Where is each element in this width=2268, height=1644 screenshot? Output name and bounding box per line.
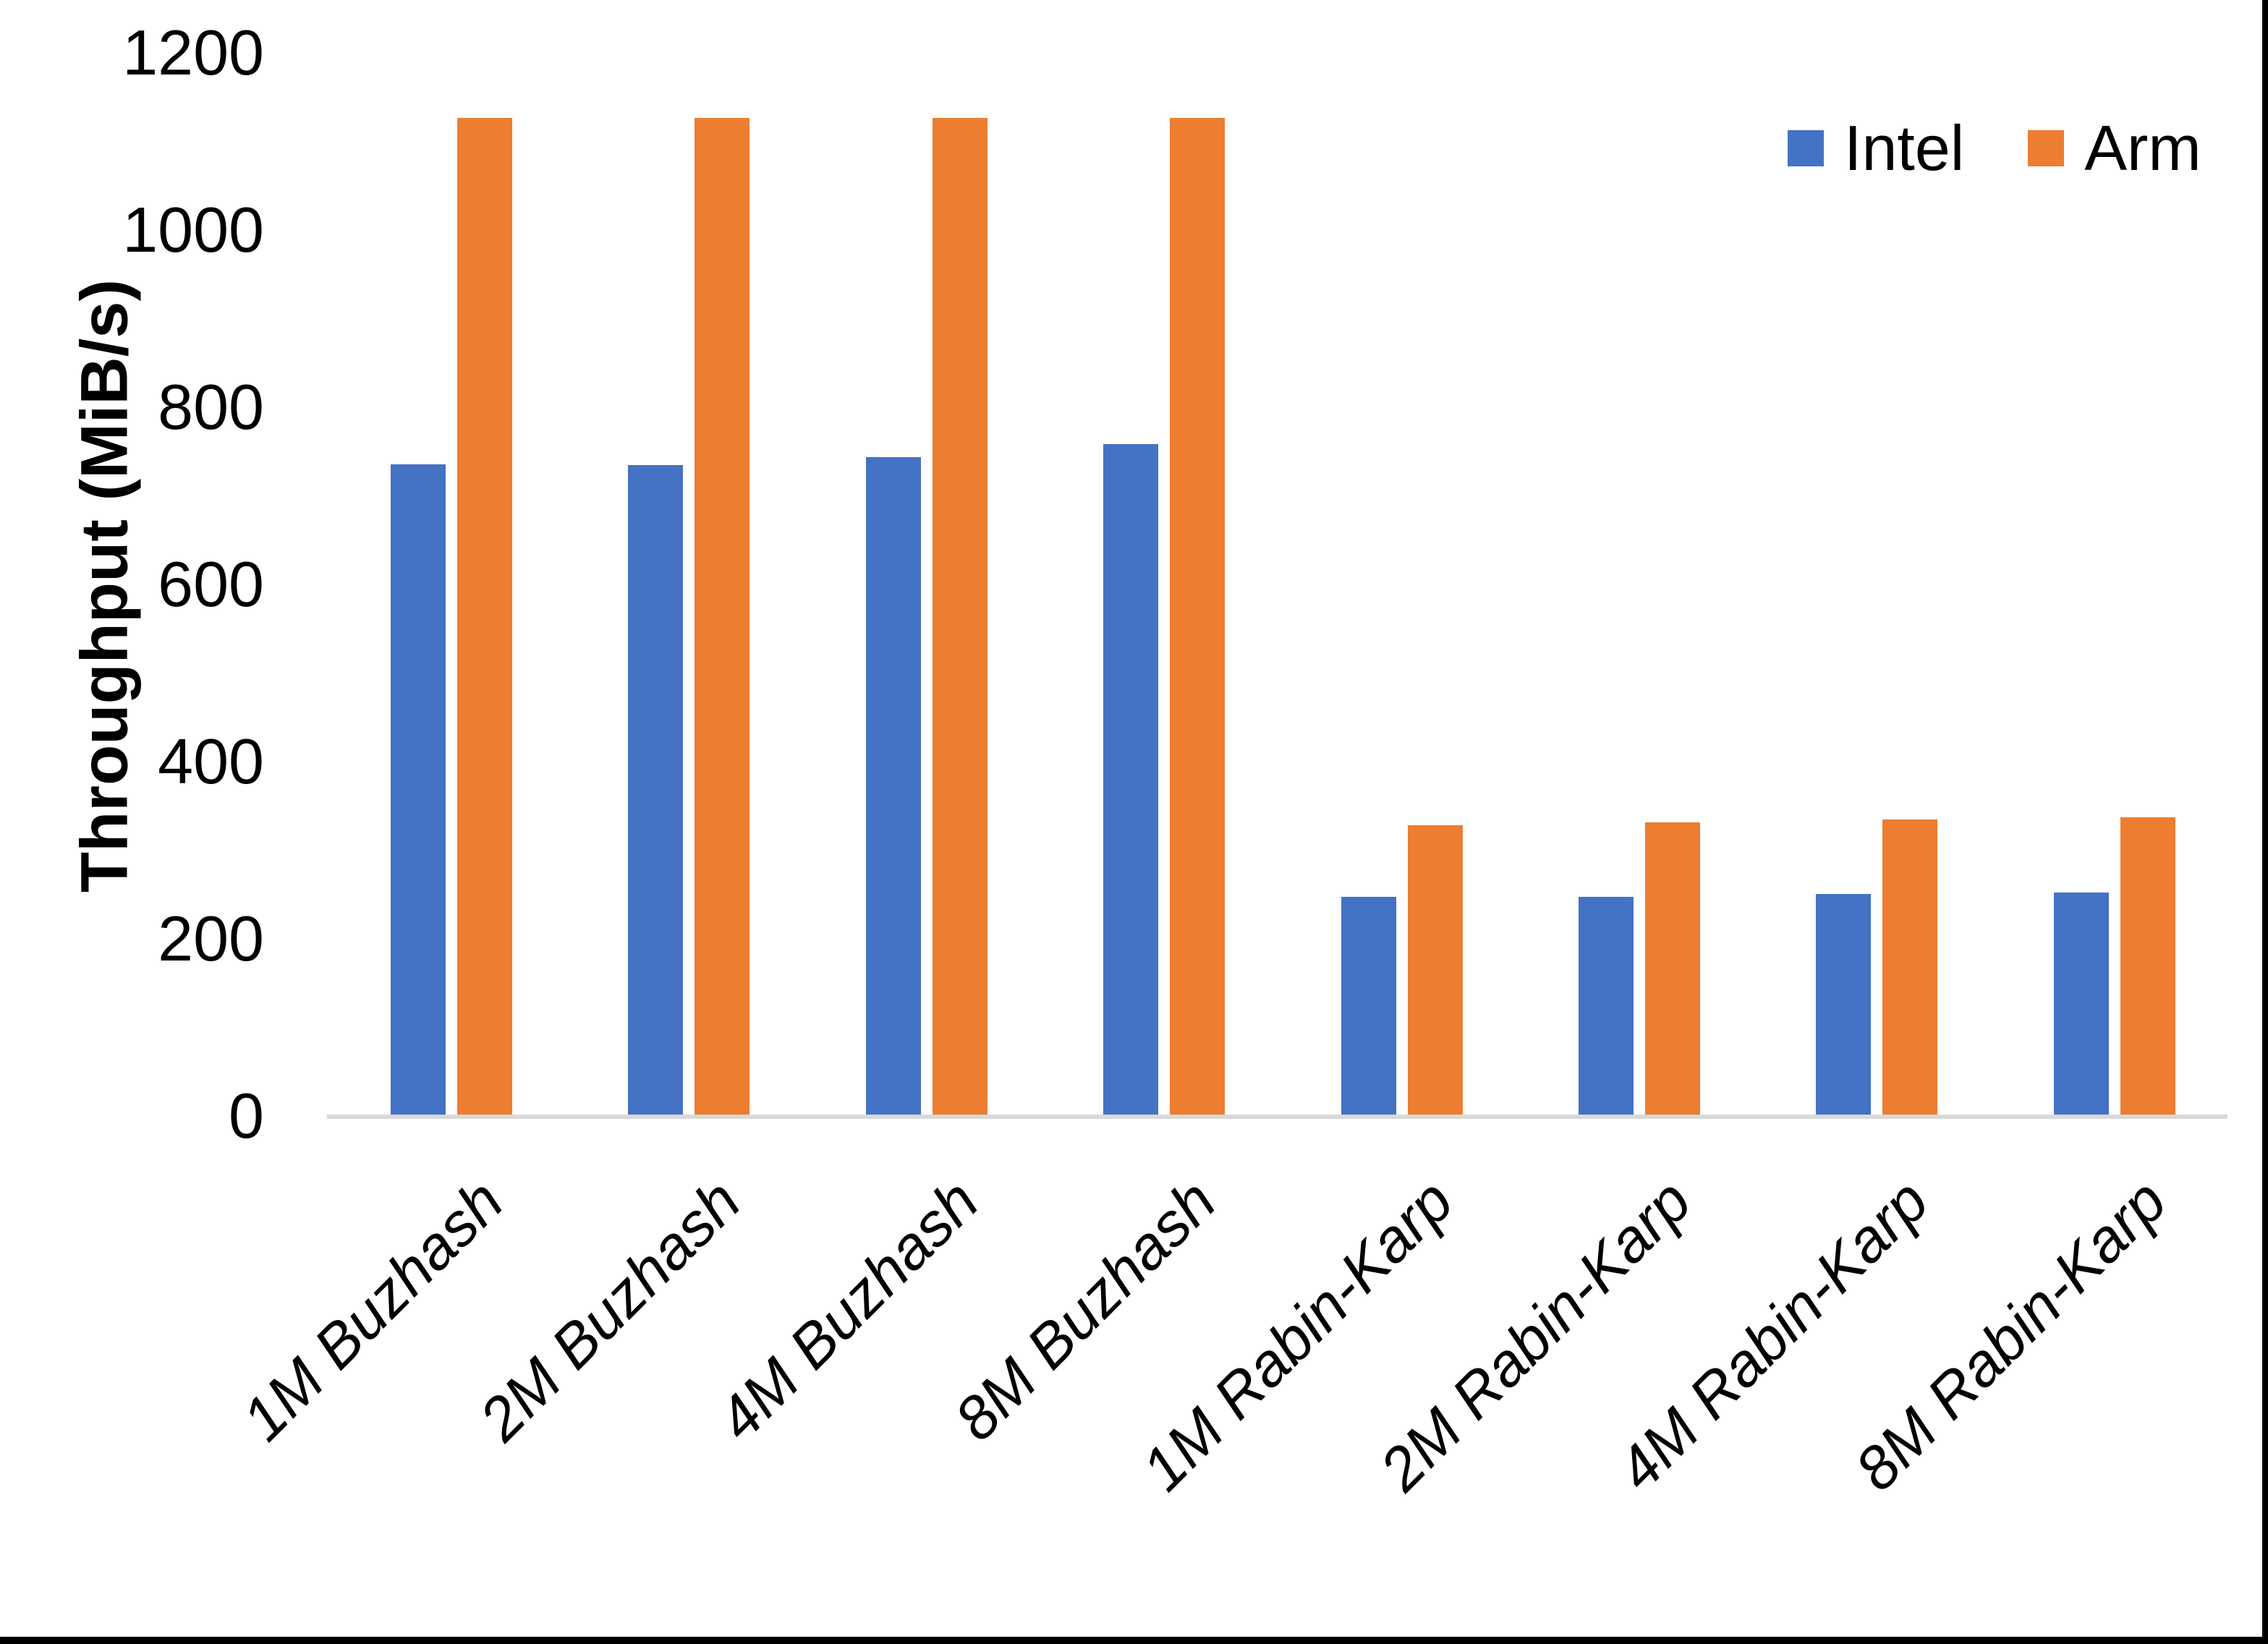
- bar-arm-7: [1882, 819, 1937, 1115]
- legend: Intel Arm: [1788, 112, 2201, 184]
- bar-intel-5: [1341, 897, 1396, 1115]
- x-axis-line: [327, 1115, 2227, 1119]
- bar-arm-2: [695, 118, 749, 1115]
- bar-intel-3: [866, 457, 921, 1115]
- y-tick-label: 400: [158, 725, 264, 798]
- y-tick-label: 0: [229, 1080, 264, 1152]
- legend-arm-label: Arm: [2084, 112, 2201, 184]
- y-tick-label: 800: [158, 371, 264, 443]
- bar-arm-4: [1170, 118, 1225, 1115]
- y-axis-title: Throughput (MiB/s): [67, 278, 142, 893]
- bar-arm-8: [2120, 817, 2175, 1115]
- bar-intel-4: [1103, 444, 1158, 1115]
- y-tick-label: 1000: [122, 194, 264, 266]
- y-tick-label: 1200: [122, 17, 264, 89]
- bar-intel-6: [1579, 897, 1634, 1115]
- legend-intel-swatch: [1788, 130, 1824, 166]
- bar-intel-7: [1816, 894, 1871, 1115]
- screenshot-bottom-edge: [0, 1637, 2268, 1644]
- bar-arm-5: [1408, 825, 1463, 1115]
- y-tick-label: 600: [158, 548, 264, 621]
- bar-arm-6: [1645, 822, 1700, 1115]
- bar-intel-8: [2054, 893, 2109, 1115]
- bar-intel-1: [391, 464, 446, 1115]
- bar-intel-2: [628, 465, 683, 1115]
- legend-intel-label: Intel: [1844, 112, 1965, 184]
- bar-arm-3: [933, 118, 988, 1115]
- legend-arm-swatch: [2028, 130, 2065, 166]
- bar-arm-1: [457, 118, 512, 1115]
- screenshot-right-edge: [2262, 0, 2268, 1644]
- y-tick-label: 200: [158, 903, 264, 975]
